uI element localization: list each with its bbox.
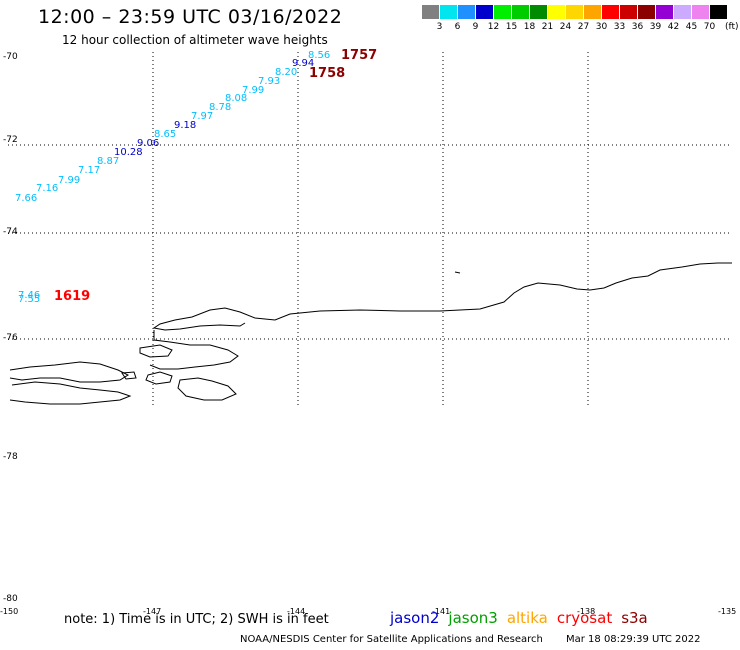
- swh-value-label: 8.65: [154, 129, 177, 140]
- legend-swatch: [512, 5, 529, 19]
- legend-tick-label: 39: [649, 22, 662, 32]
- swh-value-label: 7.46: [18, 290, 41, 301]
- satellite-legend: jason2 jason3 altika cryosat s3a: [390, 609, 657, 627]
- satellite-jason2: jason2: [390, 609, 440, 627]
- legend-swatch: [530, 5, 547, 19]
- swh-value-label: 10.28: [114, 147, 143, 158]
- time-label: 1619: [54, 289, 91, 304]
- lon-label: -141: [432, 607, 451, 616]
- swh-value-label: 9.18: [174, 120, 197, 131]
- swh-value-label: 8.87: [97, 156, 120, 167]
- legend-swatch: [476, 5, 493, 19]
- legend-swatch: [548, 5, 565, 19]
- swh-value-label: 9.94: [292, 58, 315, 69]
- legend-swatch: [692, 5, 709, 19]
- legend-tick-label: 45: [685, 22, 698, 32]
- swh-value-label: 8.78: [209, 102, 232, 113]
- lon-label: -135: [718, 607, 737, 616]
- legend-swatch: [584, 5, 601, 19]
- lat-label: -76: [3, 333, 18, 343]
- legend-tick-label: 15: [505, 22, 518, 32]
- lat-label: -74: [3, 227, 18, 237]
- legend-swatch: [656, 5, 673, 19]
- satellite-jason3: jason3: [448, 609, 498, 627]
- swh-value-label: 7.93: [258, 76, 281, 87]
- swh-value-label: 7.99: [242, 85, 265, 96]
- legend-tick-label: 27: [577, 22, 590, 32]
- satellite-cryosat: cryosat: [556, 609, 613, 627]
- coastline: [9, 262, 732, 405]
- legend-swatch: [620, 5, 637, 19]
- satellite-s3a: s3a: [621, 609, 648, 627]
- legend-swatch: [674, 5, 691, 19]
- generated-timestamp: Mar 18 08:29:39 UTC 2022: [566, 634, 701, 645]
- lon-label: -150: [0, 607, 19, 616]
- legend-tick-label: 3: [436, 22, 443, 32]
- legend-swatch: [458, 5, 475, 19]
- legend-tick-label: 18: [523, 22, 536, 32]
- swh-value-label: 7.66: [15, 193, 38, 204]
- legend-tick-label: 24: [559, 22, 572, 32]
- legend-tick-label: 33: [613, 22, 626, 32]
- legend-tick-label: 36: [631, 22, 644, 32]
- lat-label: -72: [3, 135, 18, 145]
- lat-label: -70: [3, 52, 18, 62]
- legend-swatch: [494, 5, 511, 19]
- lon-label: -138: [577, 607, 596, 616]
- legend-unit: (ft): [725, 22, 739, 32]
- swh-value-label: 7.16: [36, 183, 59, 194]
- legend-tick-label: 42: [667, 22, 680, 32]
- legend-tick-label: 6: [454, 22, 461, 32]
- lat-label: -78: [3, 452, 18, 462]
- legend-tick-label: 12: [487, 22, 500, 32]
- legend-swatch: [602, 5, 619, 19]
- lon-label: -147: [143, 607, 162, 616]
- footer-note: note: 1) Time is in UTC; 2) SWH is in fe…: [64, 612, 329, 627]
- swh-value-label: 8.56: [308, 50, 331, 61]
- swh-value-label: 8.08: [225, 93, 248, 104]
- legend-swatch: [710, 5, 727, 19]
- legend-swatch: [638, 5, 655, 19]
- satellite-altika: altika: [506, 609, 548, 627]
- legend-swatch: [566, 5, 583, 19]
- lat-label: -80: [3, 594, 18, 604]
- chart-subtitle: 12 hour collection of altimeter wave hei…: [62, 33, 328, 47]
- swh-value-label: 7.97: [191, 111, 214, 122]
- credit-text: NOAA/NESDIS Center for Satellite Applica…: [240, 634, 543, 645]
- legend-tick-label: 70: [703, 22, 716, 32]
- legend-tick-label: 21: [541, 22, 554, 32]
- swh-value-label: 8.20: [275, 67, 298, 78]
- swh-value-label: 9.06: [137, 138, 160, 149]
- swh-value-label: 7.55: [18, 294, 41, 305]
- legend-swatch: [440, 5, 457, 19]
- legend-tick-label: 30: [595, 22, 608, 32]
- swh-value-label: 7.99: [58, 175, 81, 186]
- grid-lines: [8, 52, 732, 406]
- time-label: 1757: [341, 48, 378, 63]
- swh-value-label: 7.17: [78, 165, 101, 176]
- legend-swatch: [422, 5, 439, 19]
- time-label: 1758: [309, 66, 346, 81]
- chart-title: 12:00 – 23:59 UTC 03/16/2022: [38, 6, 343, 28]
- lon-label: -144: [287, 607, 306, 616]
- legend-tick-label: 9: [472, 22, 479, 32]
